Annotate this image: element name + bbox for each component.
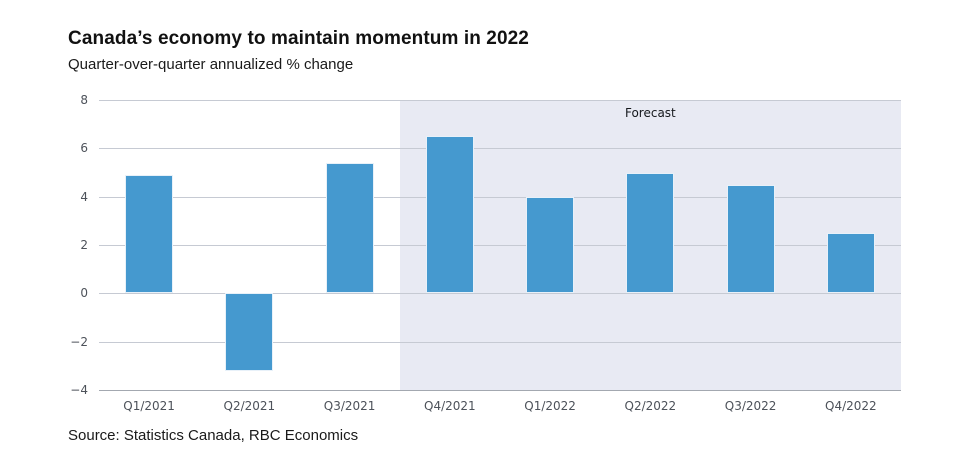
gridline-y2 [99, 245, 901, 246]
y-tick-label: 4 [80, 189, 88, 204]
y-tick-label: 8 [80, 93, 88, 107]
x-tick-label: Q2/2021 [223, 399, 276, 413]
source-note: Source: Statistics Canada, RBC Economics [68, 427, 359, 444]
x-tick-label: Q2/2022 [624, 399, 677, 413]
x-axis-line [99, 390, 901, 391]
x-tick-label: Q4/2022 [825, 399, 877, 413]
chart-subtitle: Quarter-over-quarter annualized % change [68, 56, 354, 73]
y-tick-label: 2 [80, 238, 88, 252]
gridline-y0 [99, 293, 901, 295]
bar-Q3/2022 [726, 184, 775, 294]
x-tick-label: Q1/2022 [524, 399, 576, 413]
gridline-y8 [99, 100, 901, 101]
bar-Q4/2022 [826, 232, 875, 294]
y-tick-label: −2 [70, 334, 88, 349]
gridline-y6 [99, 148, 901, 150]
y-tick-label: 0 [80, 286, 88, 301]
bar-Q2/2021 [225, 293, 274, 371]
x-tick-label: Q1/2021 [123, 399, 175, 413]
gridline-y-2 [99, 341, 901, 343]
bar-Q2/2022 [626, 172, 675, 294]
x-tick-label: Q3/2021 [323, 399, 376, 413]
y-tick-label: −4 [70, 383, 88, 397]
forecast-label: Forecast [624, 106, 676, 120]
chart-title: Canada’s economy to maintain momentum in… [68, 28, 529, 49]
y-tick-label: 6 [80, 141, 88, 156]
bar-Q1/2021 [125, 174, 174, 294]
bar-Q4/2021 [425, 136, 474, 294]
x-tick-label: Q3/2022 [724, 399, 777, 413]
bar-Q1/2022 [526, 196, 575, 294]
x-tick-label: Q4/2021 [424, 399, 476, 413]
bar-Q3/2021 [325, 162, 374, 294]
gridline-y4 [99, 196, 901, 198]
